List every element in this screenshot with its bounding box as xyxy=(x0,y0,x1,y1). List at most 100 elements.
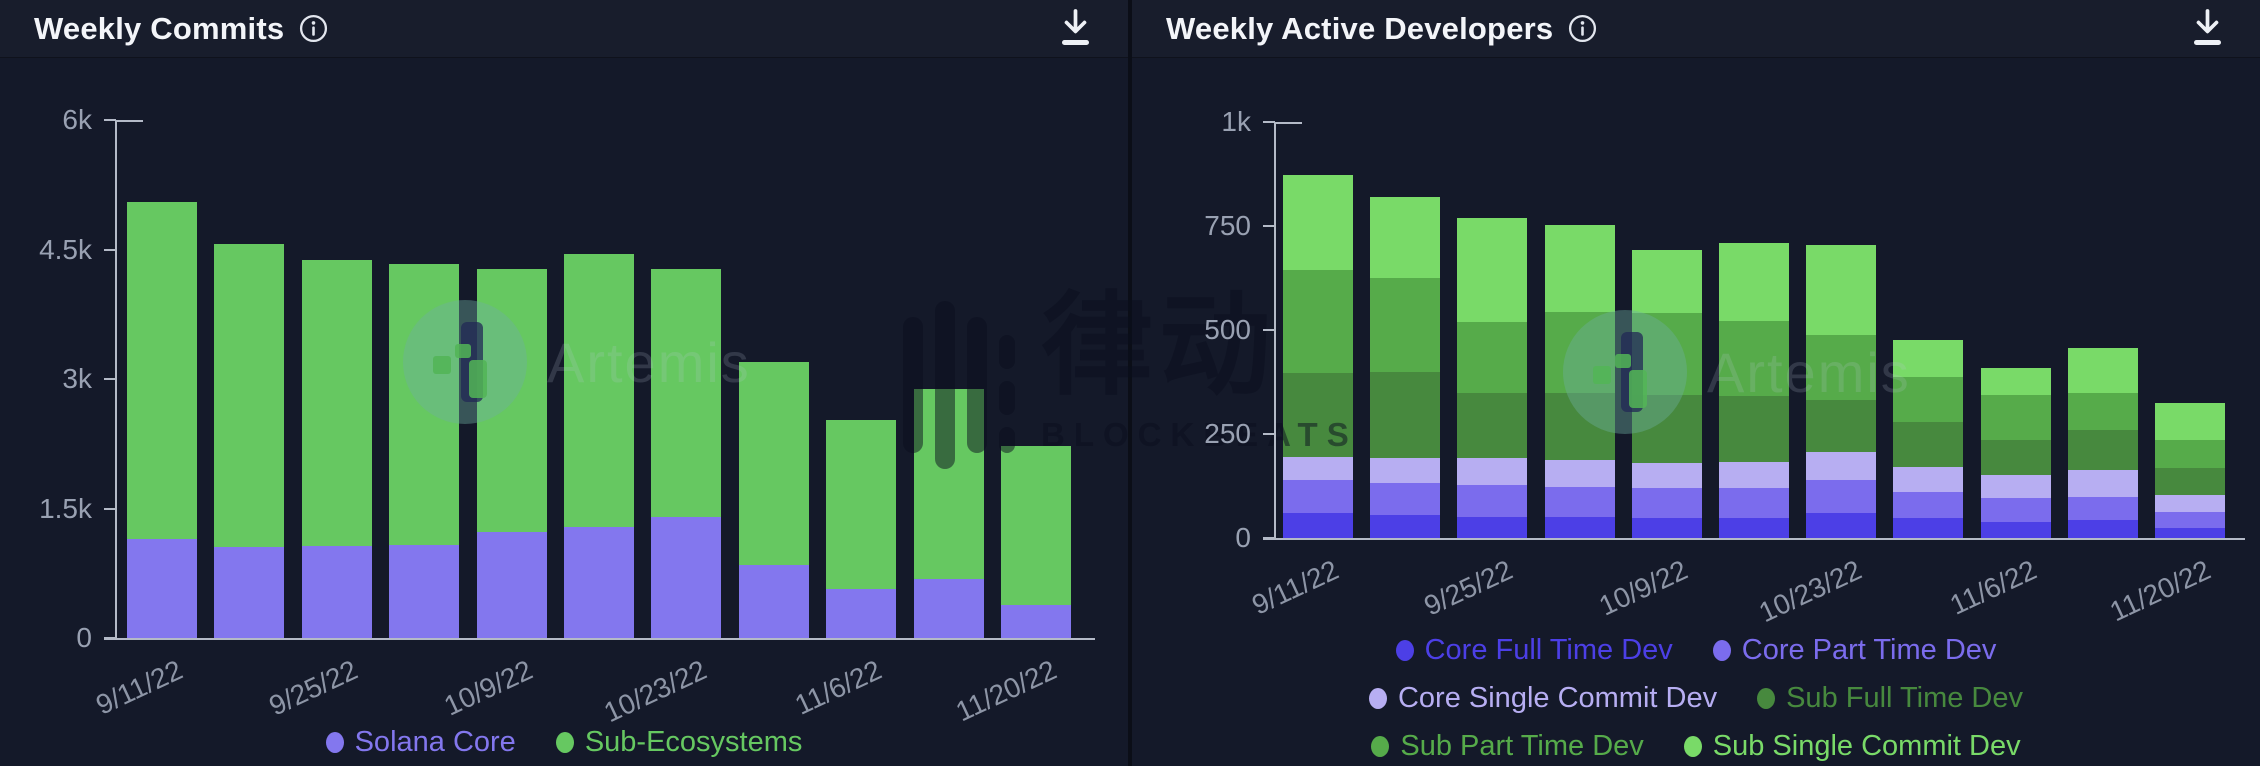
bar-segment xyxy=(1980,394,2051,440)
bar-segment xyxy=(1806,451,1877,481)
bar-segment xyxy=(1370,278,1441,372)
y-tick-label: 3k xyxy=(62,363,92,394)
legend-item[interactable]: Sub-Ecosystems xyxy=(555,726,803,758)
bar-segment xyxy=(826,419,897,589)
legend-item[interactable]: Sub Single Commit Dev xyxy=(1683,731,2021,761)
bar-segment xyxy=(1457,458,1528,486)
legend-label: Core Full Time Dev xyxy=(1424,634,1673,666)
bar-segment xyxy=(1806,513,1877,538)
bar-segment xyxy=(1283,480,1353,514)
legend-label: Sub-Ecosystems xyxy=(584,726,803,758)
legend-item[interactable]: Sub Full Time Dev xyxy=(1757,683,2023,713)
bar-segment xyxy=(1457,485,1528,518)
bar-segment xyxy=(1370,515,1441,538)
legend-dot xyxy=(555,731,574,753)
legend-label: Sub Part Time Dev xyxy=(1400,730,1644,762)
panel-weekly-active-developers: Weekly Active Developers 9/11/22 9/25/22 1… xyxy=(1132,0,2260,766)
x-tick-label: 10/9/22 xyxy=(438,654,537,722)
bar-segment xyxy=(1631,463,1702,489)
legend-label: Core Part Time Dev xyxy=(1741,634,1997,666)
bar-segment xyxy=(564,253,634,527)
bar-segment xyxy=(1893,377,1964,422)
x-tick-label: 11/6/22 xyxy=(790,654,887,721)
bar-segment xyxy=(2155,495,2225,512)
info-icon[interactable] xyxy=(298,13,329,44)
legend-row: Solana Core Sub-Ecosystems xyxy=(325,718,803,766)
bar-segment xyxy=(913,579,984,638)
y-tick-label: 6k xyxy=(62,104,92,135)
bar-segment xyxy=(2067,347,2138,393)
legend-item[interactable]: Core Part Time Dev xyxy=(1712,634,1997,666)
bar-segment xyxy=(1631,250,1702,313)
bar-segment xyxy=(1457,218,1528,323)
bar-segment xyxy=(1719,242,1789,321)
bar-segment xyxy=(389,544,460,638)
download-button[interactable] xyxy=(2189,6,2226,51)
bar-segment xyxy=(738,564,809,638)
legend-item[interactable]: Core Full Time Dev xyxy=(1395,634,1673,666)
bar-segment xyxy=(2155,528,2225,538)
bar-segment xyxy=(1283,372,1353,457)
y-tick-label: 0 xyxy=(1235,522,1251,553)
bar-segment xyxy=(1283,513,1353,538)
y-axis-tick xyxy=(1263,433,1275,435)
bar-segment xyxy=(127,202,197,539)
y-axis-tick xyxy=(104,119,116,121)
bar-segment xyxy=(2067,496,2138,521)
bar-segment xyxy=(1457,517,1528,538)
bar-segment xyxy=(1806,399,1877,452)
bar-segment xyxy=(1631,312,1702,395)
legend-label: Core Single Commit Dev xyxy=(1397,682,1718,714)
y-tick-label: 250 xyxy=(1204,418,1251,449)
y-tick-label: 0 xyxy=(76,622,92,653)
bar-segment xyxy=(1719,395,1789,463)
bar-segment xyxy=(301,545,372,638)
bar-segment xyxy=(1893,340,1964,377)
bar-segment xyxy=(1980,522,2051,538)
legend-item[interactable]: Solana Core xyxy=(325,726,516,758)
panel-weekly-commits: Weekly Commits 9/11/22 9/25/22 10/9/22 10/2… xyxy=(0,0,1128,766)
bar-segment xyxy=(1980,439,2051,476)
x-tick-label: 9/25/22 xyxy=(1419,554,1518,622)
x-tick-label: 9/11/22 xyxy=(91,654,188,721)
y-axis-tick xyxy=(1263,329,1275,331)
bar-segment xyxy=(1980,498,2051,523)
chart-weekly-active-developers: 9/11/22 9/25/22 10/9/22 10/23/22 11/6/22 11/2… xyxy=(1132,0,2260,766)
bar-segment xyxy=(1893,491,1964,518)
bar-segment xyxy=(1893,518,1964,538)
bar-segment xyxy=(913,388,984,580)
bar-segment xyxy=(826,588,897,638)
legend-item[interactable]: Core Single Commit Dev xyxy=(1368,682,1718,714)
bar-segment xyxy=(1370,458,1441,484)
bar-segment xyxy=(738,361,809,565)
y-axis-tick xyxy=(104,248,116,251)
x-tick-label: 11/20/22 xyxy=(2105,554,2216,628)
info-icon[interactable] xyxy=(1567,13,1598,44)
y-axis-tick xyxy=(104,507,116,510)
legend-row: Core Single Commit Dev Sub Full Time Dev xyxy=(1368,674,2023,722)
bar-segment xyxy=(2155,511,2225,528)
bar-segment xyxy=(1370,372,1441,459)
legend-dot xyxy=(1368,687,1387,709)
x-axis-line xyxy=(104,638,1095,640)
bar-segment xyxy=(214,243,285,548)
y-axis-tick xyxy=(1263,121,1275,123)
bar-segment xyxy=(476,531,547,638)
legend-dot xyxy=(1371,735,1390,757)
bar-segment xyxy=(2155,468,2225,496)
legend-dot xyxy=(1757,687,1776,709)
bar-segment xyxy=(301,259,372,546)
panel-title: Weekly Commits xyxy=(34,10,285,46)
x-tick-label: 9/25/22 xyxy=(264,654,362,722)
legend-row: Core Full Time Dev Core Part Time Dev xyxy=(1395,626,1997,674)
download-button[interactable] xyxy=(1057,6,1094,51)
x-tick-label: 9/11/22 xyxy=(1247,554,1344,621)
legend-item[interactable]: Sub Part Time Dev xyxy=(1371,730,1644,762)
bar-segment xyxy=(564,526,634,638)
y-axis-tick xyxy=(1263,225,1275,227)
bar-segment xyxy=(1631,518,1702,538)
legend-label: Solana Core xyxy=(354,726,516,758)
y-axis-line xyxy=(1274,122,1276,540)
bar-segment xyxy=(1806,335,1877,400)
